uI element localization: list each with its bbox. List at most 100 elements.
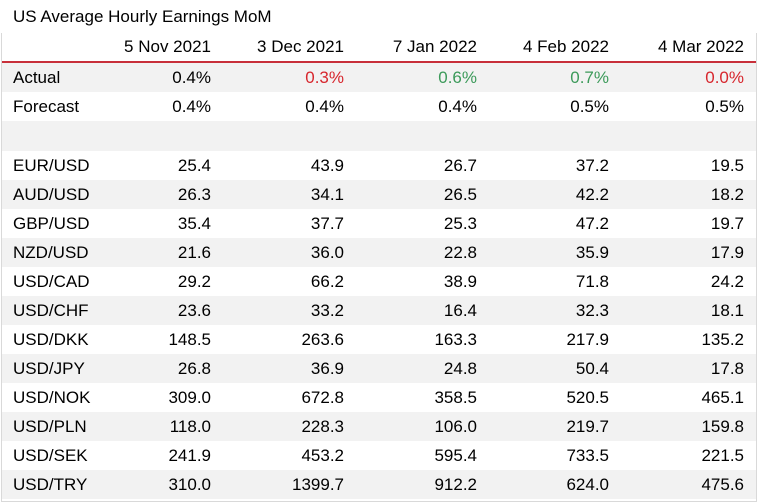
pair-value: 135.2 [701,330,744,349]
pair-value: 32.3 [489,296,621,325]
pair-value: 25.3 [443,214,477,233]
table-row: USD/CHF 23.6 33.2 16.4 32.3 18.1 [2,296,756,325]
pair-value: 43.9 [310,156,344,175]
table-row: AUD/USD 26.3 34.1 26.5 42.2 18.2 [2,180,756,209]
row-label: EUR/USD [13,156,90,175]
earnings-table-container: 5 Nov 2021 3 Dec 2021 7 Jan 2022 4 Feb 2… [1,33,757,502]
pair-value: 912.2 [356,470,489,499]
table-row: USD/PLN 118.0 228.3 106.0 219.7 159.8 [2,412,756,441]
pair-value: 33.2 [223,296,356,325]
table-row: NZD/USD 21.6 36.0 22.8 35.9 17.9 [2,238,756,267]
pair-value: 21.6 [97,238,223,267]
header-cell-date: 3 Dec 2021 [257,37,344,56]
pair-value: 475.6 [621,470,756,499]
pair-value: 159.8 [621,412,756,441]
pair-value: 221.5 [701,446,744,465]
row-label: USD/PLN [2,412,97,441]
table-row: USD/DKK 148.5 263.6 163.3 217.9 135.2 [2,325,756,354]
forecast-value: 0.5% [705,97,744,116]
pair-value: 228.3 [223,412,356,441]
pair-value: 36.9 [223,354,356,383]
pair-value: 71.8 [575,272,609,291]
pair-value: 118.0 [97,412,223,441]
actual-value: 0.3% [223,62,356,92]
table-row: USD/CAD 29.2 66.2 38.9 71.8 24.2 [2,267,756,296]
table-row: USD/NOK 309.0 672.8 358.5 520.5 465.1 [2,383,756,412]
table-row: USD/JPY 26.8 36.9 24.8 50.4 17.8 [2,354,756,383]
pair-value: 50.4 [489,354,621,383]
pair-value: 18.1 [621,296,756,325]
pair-value: 24.2 [710,272,744,291]
forecast-value: 0.4% [172,97,211,116]
pair-value: 35.4 [177,214,211,233]
pair-value: 263.6 [301,330,344,349]
header-cell-date: 7 Jan 2022 [392,37,477,56]
pair-value: 23.6 [97,296,223,325]
pair-value: 17.8 [621,354,756,383]
pair-value: 310.0 [97,470,223,499]
row-label: USD/SEK [13,446,88,465]
forecast-row: Forecast 0.4% 0.4% 0.4% 0.5% 0.5% [2,92,756,121]
pair-value: 733.5 [566,446,609,465]
header-cell-date: 4 Feb 2022 [522,37,609,56]
table-row: EUR/USD 25.4 43.9 26.7 37.2 19.5 [2,151,756,180]
pair-value: 18.2 [621,180,756,209]
row-label: USD/JPY [2,354,97,383]
pair-value: 148.5 [168,330,211,349]
pair-value: 465.1 [701,388,744,407]
header-cell-blank [2,33,97,62]
pair-value: 595.4 [434,446,477,465]
pair-value: 26.8 [97,354,223,383]
row-label: USD/DKK [13,330,89,349]
pair-value: 217.9 [566,330,609,349]
pair-value: 37.2 [575,156,609,175]
row-label: USD/CAD [13,272,90,291]
forecast-value: 0.4% [438,97,477,116]
table-row: USD/SEK 241.9 453.2 595.4 733.5 221.5 [2,441,756,470]
pair-value: 24.8 [356,354,489,383]
pair-value: 26.5 [356,180,489,209]
pair-value: 34.1 [223,180,356,209]
pair-value: 163.3 [434,330,477,349]
forecast-value: 0.5% [570,97,609,116]
pair-value: 672.8 [301,388,344,407]
pair-value: 520.5 [566,388,609,407]
pair-value: 25.4 [177,156,211,175]
actual-value: 0.4% [97,62,223,92]
table-title: US Average Hourly Earnings MoM [13,7,272,26]
pair-value: 106.0 [356,412,489,441]
pair-value: 37.7 [310,214,344,233]
row-label: AUD/USD [2,180,97,209]
pair-value: 26.3 [97,180,223,209]
pair-value: 26.7 [443,156,477,175]
pair-value: 241.9 [168,446,211,465]
header-cell-date: 5 Nov 2021 [124,37,211,56]
pair-value: 42.2 [489,180,621,209]
pair-value: 453.2 [301,446,344,465]
pair-value: 17.9 [621,238,756,267]
actual-value: 0.0% [621,62,756,92]
pair-value: 47.2 [575,214,609,233]
pair-value: 19.7 [710,214,744,233]
pair-value: 66.2 [310,272,344,291]
pair-value: 219.7 [489,412,621,441]
pair-value: 309.0 [168,388,211,407]
earnings-table: 5 Nov 2021 3 Dec 2021 7 Jan 2022 4 Feb 2… [2,33,756,499]
forecast-value: 0.4% [305,97,344,116]
pair-value: 624.0 [489,470,621,499]
actual-value: 0.7% [489,62,621,92]
row-label: USD/NOK [13,388,91,407]
pair-value: 29.2 [177,272,211,291]
pair-value: 35.9 [489,238,621,267]
row-label: USD/CHF [2,296,97,325]
header-row: 5 Nov 2021 3 Dec 2021 7 Jan 2022 4 Feb 2… [2,33,756,62]
spacer-row [2,121,756,151]
table-row: GBP/USD 35.4 37.7 25.3 47.2 19.7 [2,209,756,238]
row-label: Actual [2,62,97,92]
pair-value: 16.4 [356,296,489,325]
actual-row: Actual 0.4% 0.3% 0.6% 0.7% 0.0% [2,62,756,92]
pair-value: 36.0 [223,238,356,267]
row-label: Forecast [13,97,80,116]
row-label: USD/TRY [2,470,97,499]
